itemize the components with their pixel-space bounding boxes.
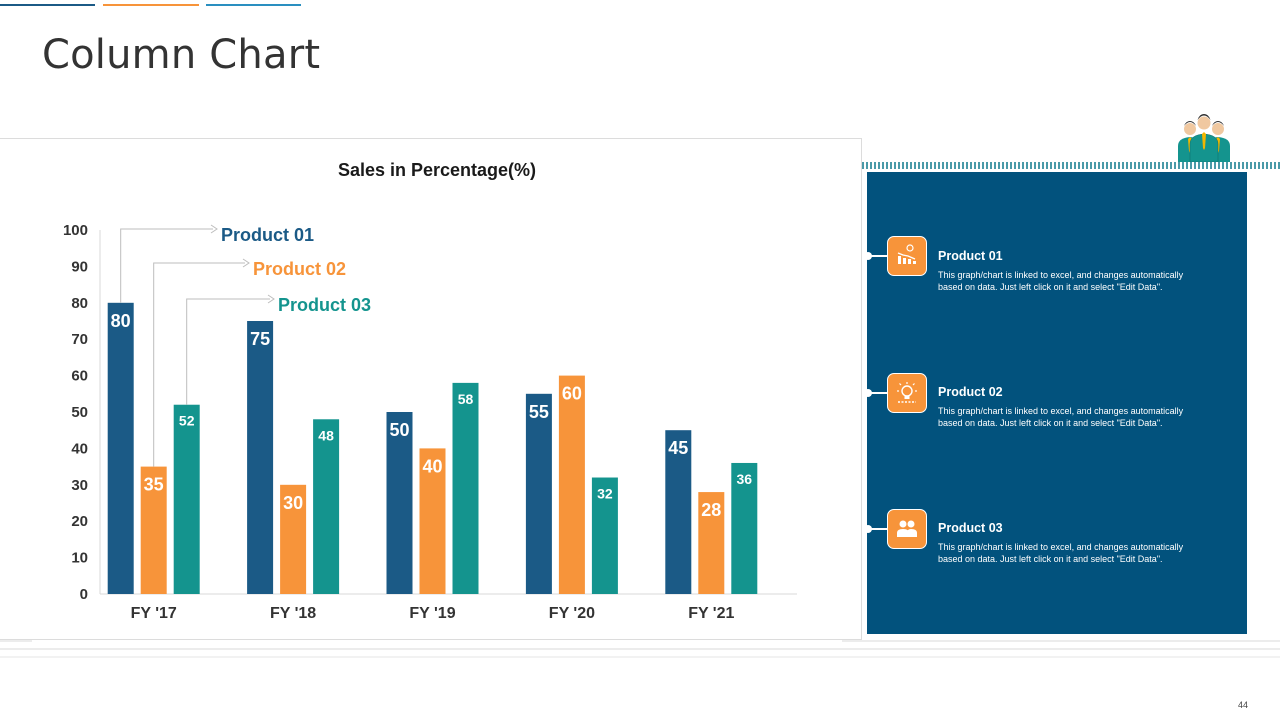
bar-product-03-3 xyxy=(452,382,479,594)
bar-value-label: 35 xyxy=(144,475,164,495)
bar-value-label: 75 xyxy=(250,329,270,349)
bar-product-02-1 xyxy=(140,466,167,594)
bar-value-label: 36 xyxy=(737,471,753,487)
y-tick-label: 40 xyxy=(71,440,88,457)
bar-value-label: 58 xyxy=(458,391,474,407)
chart-title: Sales in Percentage(%) xyxy=(338,160,536,180)
y-tick-label: 20 xyxy=(71,513,88,530)
y-tick-label: 60 xyxy=(71,368,88,385)
bar-product-02-4 xyxy=(558,375,585,594)
x-tick-label: FY '18 xyxy=(270,605,316,622)
legend-arrow-icon xyxy=(242,258,250,268)
bar-product-03-2 xyxy=(313,419,340,594)
y-tick-label: 100 xyxy=(63,222,88,239)
connector-dot xyxy=(864,252,872,260)
y-tick-label: 30 xyxy=(71,477,88,494)
legend-connector-line xyxy=(186,298,270,405)
x-tick-label: FY '20 xyxy=(549,605,595,622)
bar-value-label: 30 xyxy=(283,493,303,513)
bar-value-label: 28 xyxy=(701,500,721,520)
legend-label-product-02: Product 02 xyxy=(253,259,346,279)
product-03-icon-box xyxy=(887,509,927,549)
bar-value-label: 32 xyxy=(597,486,613,502)
bar-value-label: 52 xyxy=(179,413,195,429)
product-01-icon-box xyxy=(887,236,927,276)
connector-line xyxy=(864,252,887,260)
slide-title: Column Chart xyxy=(42,32,321,78)
bar-value-label: 48 xyxy=(318,427,334,443)
top-accent-line-orange xyxy=(103,4,199,6)
declining-chart-icon xyxy=(897,244,916,264)
connector-line xyxy=(864,525,887,533)
top-accent-line-blue xyxy=(0,4,95,6)
bar-product-03-4 xyxy=(591,477,618,594)
x-tick-label: FY '17 xyxy=(131,605,177,622)
team-people-icon xyxy=(1176,112,1232,167)
bar-product-01-3 xyxy=(386,412,413,594)
bar-product-01-5 xyxy=(665,430,692,594)
product-02-title: Product 02 xyxy=(938,385,1003,399)
bar-product-02-5 xyxy=(698,492,725,594)
product-02-icon-box xyxy=(887,373,927,413)
bottom-rule xyxy=(842,640,1280,642)
legend-arrow-icon xyxy=(210,224,218,234)
bar-value-label: 50 xyxy=(389,420,409,440)
bar-product-01-4 xyxy=(525,393,552,594)
x-tick-label: FY '19 xyxy=(409,605,455,622)
product-02-description: This graph/chart is linked to excel, and… xyxy=(938,406,1184,428)
y-tick-label: 0 xyxy=(80,586,88,603)
legend-label-product-01: Product 01 xyxy=(221,225,314,245)
product-03-description: This graph/chart is linked to excel, and… xyxy=(938,542,1184,564)
product-01-title: Product 01 xyxy=(938,249,1003,263)
column-chart: Sales in Percentage(%) 0 10 20 30 40 50 60 70 80… xyxy=(63,160,797,622)
bar-value-label: 55 xyxy=(529,402,549,422)
product-01-description: This graph/chart is linked to excel, and… xyxy=(938,270,1184,292)
bar-product-03-5 xyxy=(731,462,758,594)
bar-value-label: 45 xyxy=(668,438,688,458)
bar-product-02-3 xyxy=(419,448,446,594)
y-tick-label: 90 xyxy=(71,258,88,275)
y-tick-label: 10 xyxy=(71,550,88,567)
bottom-rule xyxy=(0,648,1280,650)
connector-dot xyxy=(864,389,872,397)
bar-product-01-1 xyxy=(107,302,134,594)
bar-value-label: 60 xyxy=(562,384,582,404)
y-tick-label: 80 xyxy=(71,295,88,312)
page-number: 44 xyxy=(1237,700,1248,710)
bar-value-label: 80 xyxy=(111,311,131,331)
info-panel: Product 01 This graph/chart is linked to… xyxy=(864,172,1247,634)
bar-product-02-2 xyxy=(280,484,307,594)
tick-strip-decoration xyxy=(862,162,1280,169)
legend-label-product-03: Product 03 xyxy=(278,295,371,315)
y-tick-label: 50 xyxy=(71,404,88,421)
legend-connector-line xyxy=(153,262,245,467)
y-tick-label: 70 xyxy=(71,331,88,348)
product-03-title: Product 03 xyxy=(938,521,1003,535)
top-accent-line-teal xyxy=(206,4,301,6)
bar-value-label: 40 xyxy=(422,456,442,476)
connector-dot xyxy=(864,525,872,533)
connector-line xyxy=(864,389,887,397)
x-tick-label: FY '21 xyxy=(688,605,734,622)
bottom-rule xyxy=(0,640,32,642)
team-icon xyxy=(897,520,917,537)
legend-connector-line xyxy=(120,228,213,303)
chart-card: Sales in Percentage(%) 0 10 20 30 40 50 60 70 80… xyxy=(0,138,862,640)
bar-product-01-2 xyxy=(247,321,274,594)
legend-arrow-icon xyxy=(267,294,275,304)
bar-product-03-1 xyxy=(173,404,200,594)
idea-bulb-icon xyxy=(897,382,917,403)
bottom-rule xyxy=(0,656,1280,658)
